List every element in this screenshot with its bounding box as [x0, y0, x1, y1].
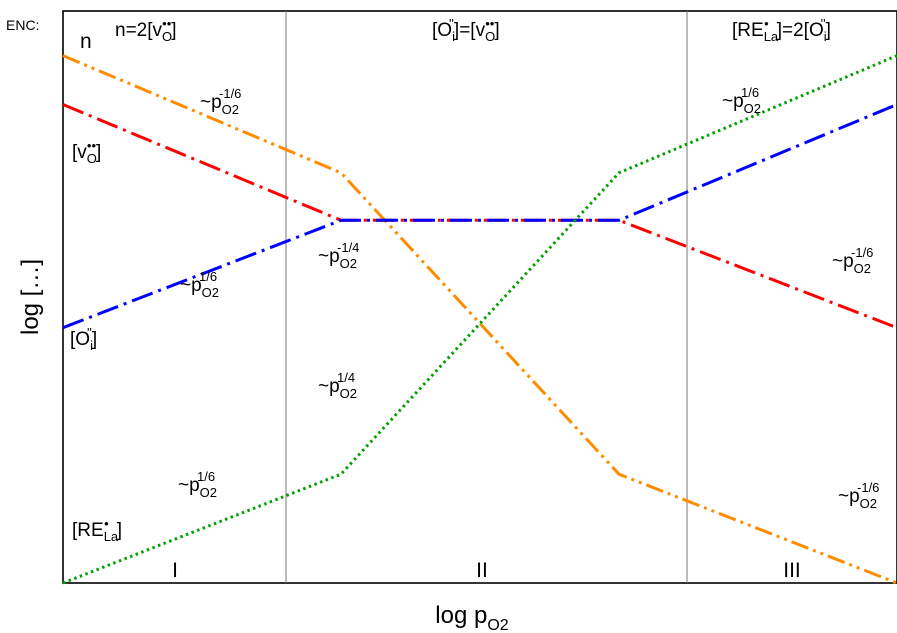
slope-label-dopant-region-1: ~pO21/6 [178, 469, 217, 500]
species-label-dopant: [RELa•] [72, 516, 122, 544]
slope-label-vacancies-region-3: ~pO2-1/6 [832, 245, 873, 276]
slope-label-electrons-region-2: ~pO2-1/4 [318, 240, 359, 271]
species-label-vacancies: [vO••] [72, 138, 101, 166]
series-line-vacancies [62, 103, 897, 330]
slope-label-dopant-region-2: ~pO21/4 [318, 370, 357, 401]
series-line-electrons [62, 54, 897, 585]
electron-label: n [80, 30, 92, 53]
y-axis-label: log […] [17, 259, 44, 335]
region-2-numeral: II [476, 559, 488, 582]
species-label-interstitials: [Oi''] [70, 325, 97, 353]
slope-label-interstitials-region-1: ~pO21/6 [180, 269, 219, 300]
region-3-condition: [RELa•]=2[Oi''] [732, 16, 831, 44]
plot-frame [62, 10, 897, 584]
region-3-numeral: III [783, 559, 801, 582]
region-1-condition: n=2[vO••] [115, 16, 177, 44]
slope-label-electrons-region-1: ~pO2-1/6 [200, 86, 241, 117]
region-2-condition: [Oi'']=[vO••] [432, 16, 500, 44]
enc-label: ENC: [6, 17, 39, 33]
x-axis-label: log pO2 [435, 602, 508, 633]
series-layer [62, 54, 897, 585]
slope-label-dopant-region-3: ~pO21/6 [722, 85, 761, 116]
region-1-numeral: I [172, 559, 178, 582]
slope-label-electrons-region-3: ~pO2-1/6 [838, 480, 879, 511]
series-line-interstitials [62, 103, 897, 330]
series-line-dopant [62, 54, 897, 585]
